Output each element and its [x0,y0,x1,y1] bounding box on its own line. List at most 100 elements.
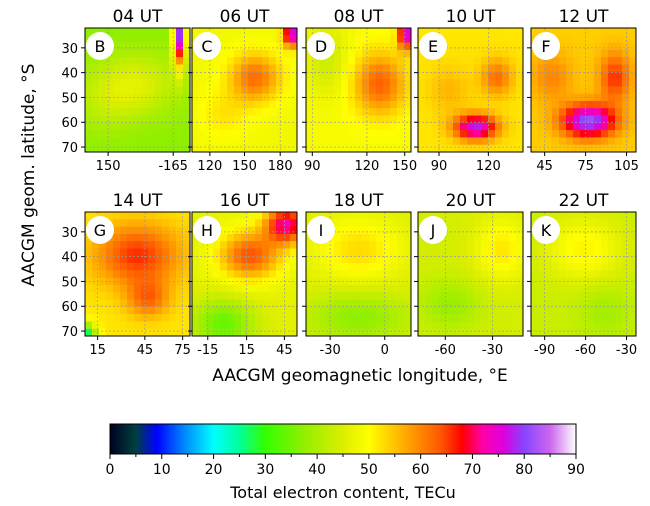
heatmap-cell [234,270,242,279]
heatmap-cell [262,328,270,336]
heatmap-cell [341,144,349,152]
heatmap-cell [127,86,135,95]
heatmap-cell [495,64,503,73]
heatmap-cell [127,122,135,131]
heatmap-cell [495,57,503,66]
heatmap-cell [439,130,447,139]
heatmap-cell [283,255,291,264]
heatmap-cell [404,321,411,330]
heatmap-cell [290,314,297,323]
heatmap-cell [383,122,391,131]
heatmap-cell [183,144,190,152]
heatmap-cell [348,79,356,87]
heatmap-cell [495,35,503,44]
heatmap-cell [134,263,142,271]
heatmap-cell [155,137,163,146]
heatmap-cell [134,49,142,58]
heatmap-cells [531,28,636,152]
heatmap-cell [327,86,335,95]
heatmap-cell [362,226,370,235]
heatmap-cell [509,248,517,257]
heatmap-cell [169,130,177,139]
heatmap-cell [248,241,256,250]
heatmap-cell [502,292,510,301]
heatmap-cell [220,306,228,315]
heatmap-cell [341,226,349,235]
heatmap-cell [148,49,156,58]
heatmap-cell [425,299,433,308]
heatmap-cell [362,270,370,279]
heatmap-cell [601,100,609,109]
heatmap-cell [327,314,335,323]
heatmap-cell [155,306,163,315]
heatmap-cell [446,93,454,102]
colorbar-tick-label: 80 [515,462,533,478]
heatmap-cell [545,306,553,315]
heatmap-cell [467,86,475,95]
heatmap-cell [460,144,468,152]
heatmap-cell [531,328,539,336]
heatmap-cell [615,71,623,80]
heatmap-cell [176,233,184,242]
heatmap-cell [404,328,411,336]
heatmap-cell [306,108,314,117]
heatmap-cell [509,71,517,80]
heatmap-cell [383,28,391,36]
heatmap-cell [467,100,475,109]
heatmap-cell [85,64,93,73]
heatmap-cell [460,86,468,95]
heatmap-cell [369,57,377,66]
heatmap-cell [155,241,163,250]
heatmap-cell [404,86,411,95]
heatmap-cell [552,28,560,36]
heatmap-cell [120,219,128,228]
heatmap-cell [155,64,163,73]
heatmap-cell [276,100,284,109]
heatmap-cell [453,122,461,131]
heatmap-cell [120,277,128,286]
heatmap-cell [334,292,342,301]
heatmap-cell [162,263,170,271]
heatmap-cell [192,100,200,109]
heatmap-cell [262,321,270,330]
heatmap-cell [348,226,356,235]
heatmap-cell [629,270,636,279]
heatmap-cell [509,219,517,228]
heatmap-cell [255,314,263,323]
heatmap-cell [566,86,574,95]
heatmap-cell [580,144,588,152]
y-tick-label: 30 [61,226,78,241]
heatmap-cell [162,115,170,124]
heatmap-cell [453,263,461,271]
heatmap-cell [355,306,363,315]
heatmap-cell [453,241,461,250]
heatmap-cell [99,270,107,279]
panel-frame [417,27,524,153]
heatmap-cell [552,292,560,301]
heatmap-cell [92,248,100,257]
heatmap-cell [262,28,270,36]
heatmap-cell [99,71,107,80]
panel-letter-badge [307,32,335,60]
heatmap-cell [580,122,588,131]
heatmap-cell [390,270,398,279]
heatmap-cell [481,93,489,102]
heatmap-cell [439,255,447,264]
heatmap-cell [587,130,595,139]
heatmap-cell [248,233,256,242]
heatmap-cell [376,35,384,44]
heatmap-cell [369,292,377,301]
heatmap-cell [432,241,440,250]
heatmap-cell [615,263,623,271]
colorbar: 0 10 20 30 40 50 60 70 80 90 Total electron conte… [106,423,585,502]
heatmap-cell [538,212,546,220]
heatmap-cell [369,233,377,242]
heatmap-cell [348,314,356,323]
heatmap-cell [488,86,496,95]
heatmap-cell [601,263,609,271]
heatmap-cell [467,306,475,315]
heatmap-cell [481,49,489,58]
heatmap-cell [213,241,221,250]
heatmap-cell [269,35,277,44]
